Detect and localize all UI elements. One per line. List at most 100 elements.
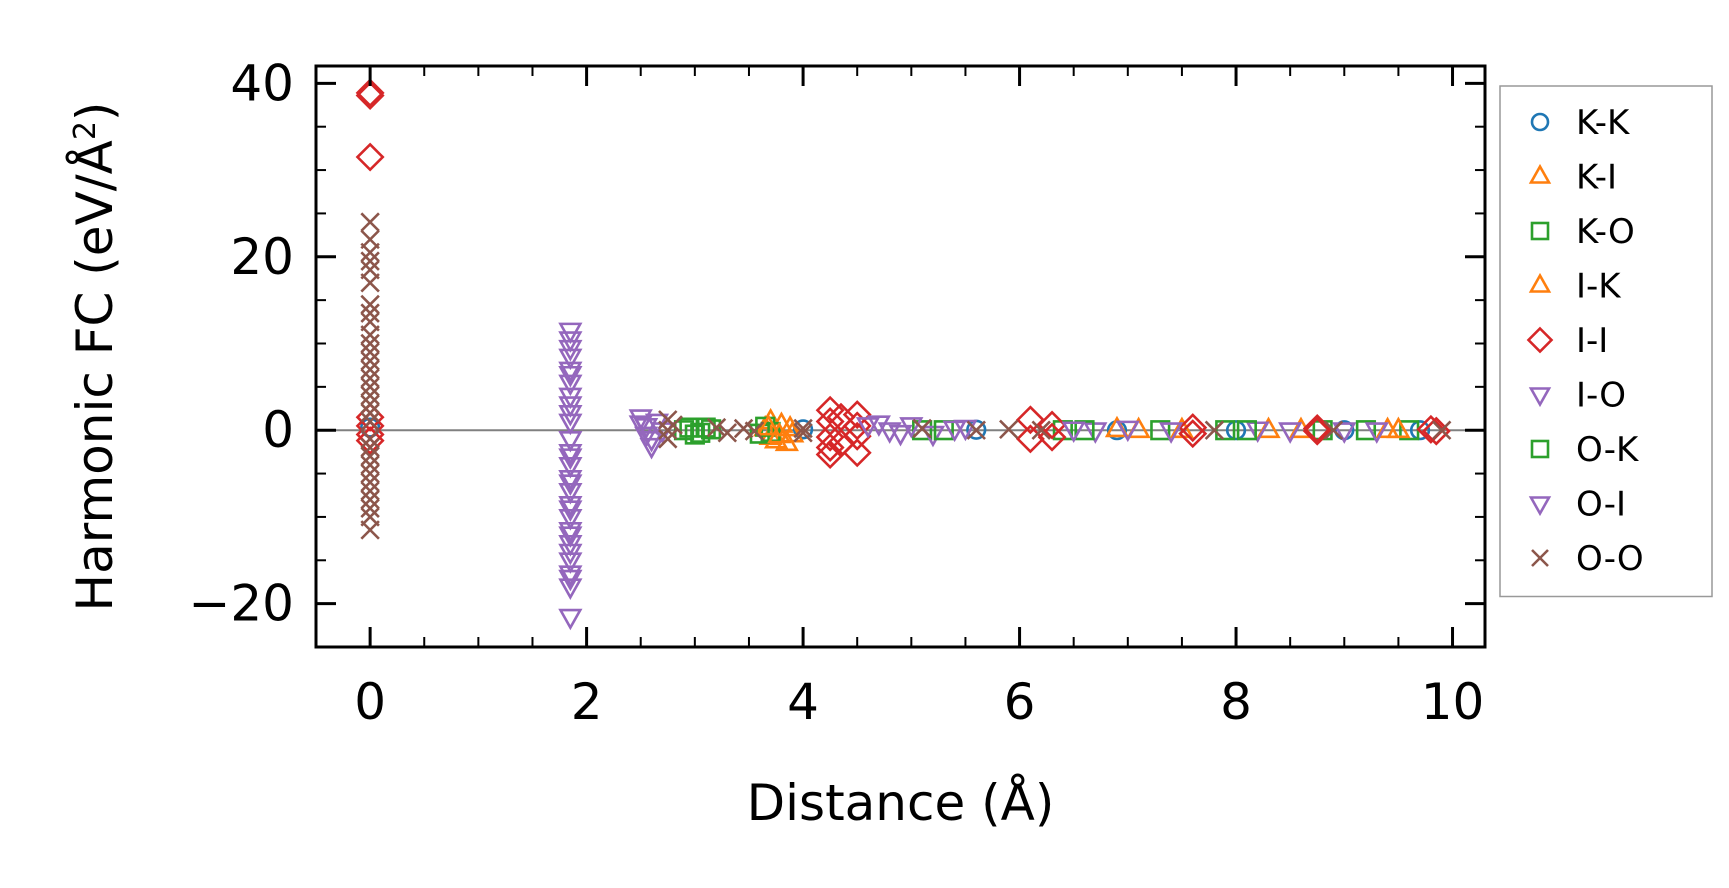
data-point [1074,420,1095,441]
data-point [360,394,380,414]
data-point [717,423,738,443]
data-point [1215,420,1236,441]
data-point [815,440,845,469]
data-point [639,430,664,453]
data-point [1178,419,1208,449]
legend-marker [1528,163,1552,184]
x-axis-label: Distance (Å) [747,774,1055,832]
data-point [558,509,583,531]
data-point [360,437,380,458]
data-point [1083,422,1108,444]
legend-item: I-O [1528,376,1626,416]
data-point [558,522,583,544]
data-point [360,446,380,466]
x-tick-label: 6 [1004,673,1036,731]
data-point [558,608,583,631]
y-axis-label-end: ) [66,102,124,122]
y-tick-label: 20 [230,228,294,286]
legend-label: O-O [1576,539,1644,579]
data-point [1323,420,1344,440]
data-point [1302,413,1332,443]
plot-frame [314,64,1487,649]
data-point [360,325,380,345]
data-point [912,418,932,439]
data-point [1204,420,1225,440]
data-point [690,422,711,443]
data-point [793,423,813,443]
data-point [558,565,583,587]
data-point [1150,420,1171,441]
data-point [355,142,385,172]
series-o-i [558,365,1389,592]
data-point [1302,416,1332,446]
legend-item: K-I [1528,158,1617,198]
legend-label: I-I [1576,321,1608,361]
data-point [360,520,380,540]
legend-label: O-K [1576,430,1640,470]
data-point [1278,422,1303,444]
data-point [628,415,653,437]
x-tick-label: 8 [1220,673,1252,731]
data-point [558,552,583,574]
data-point [360,342,380,362]
legend-marker [1528,272,1552,293]
legend-label: K-K [1576,103,1631,143]
data-point [1115,420,1140,443]
y-axis-label-base: Harmonic FC (eV/Å [66,140,124,611]
data-point [360,242,380,263]
data-point [815,433,845,463]
data-point [360,273,380,293]
data-point [1015,405,1045,435]
legend-marker [1530,221,1550,241]
data-point [706,417,727,438]
data-point [558,361,583,384]
legend-item: O-K [1530,430,1640,470]
y-axis-label-superscript: 2 [68,121,103,140]
legend-label: I-O [1576,376,1626,416]
legend-item: K-K [1530,103,1631,143]
data-point [695,417,716,438]
data-point [1236,420,1257,441]
data-point [558,543,583,566]
data-point [558,456,583,479]
data-point [360,212,380,232]
x-tick-label: 4 [787,673,819,731]
data-point [767,421,792,444]
legend: K-K K-I K-O I-K I-I I-O O-K O-I O-O [1499,85,1713,598]
legend-marker [1526,326,1554,354]
legend-label: I-K [1576,267,1622,307]
data-point [558,526,583,548]
data-point [360,463,380,484]
data-point [793,418,813,439]
data-point [1355,420,1377,441]
legend-marker [1530,112,1550,132]
series-o-o [360,212,1452,540]
data-point [360,333,380,354]
x-tick-label: 10 [1421,673,1485,731]
data-point [360,489,380,510]
data-point [558,578,583,600]
data-point [360,351,380,371]
data-point [842,400,872,430]
data-point [360,455,380,475]
legend-label: O-I [1576,485,1626,525]
data-point [888,424,913,447]
data-point [355,80,385,110]
legend-box [1499,85,1713,598]
data-point [558,496,583,518]
data-point [1431,420,1452,440]
data-point [1364,422,1389,444]
x-tick-label: 2 [571,673,603,731]
data-point [999,419,1019,440]
data-point [1386,416,1411,439]
data-point [558,448,583,470]
data-point [558,483,583,505]
data-point [1061,421,1086,443]
data-point [966,420,986,440]
data-point [942,420,967,443]
data-point [679,417,700,438]
legend-item: K-O [1530,212,1635,252]
data-point [558,443,583,466]
